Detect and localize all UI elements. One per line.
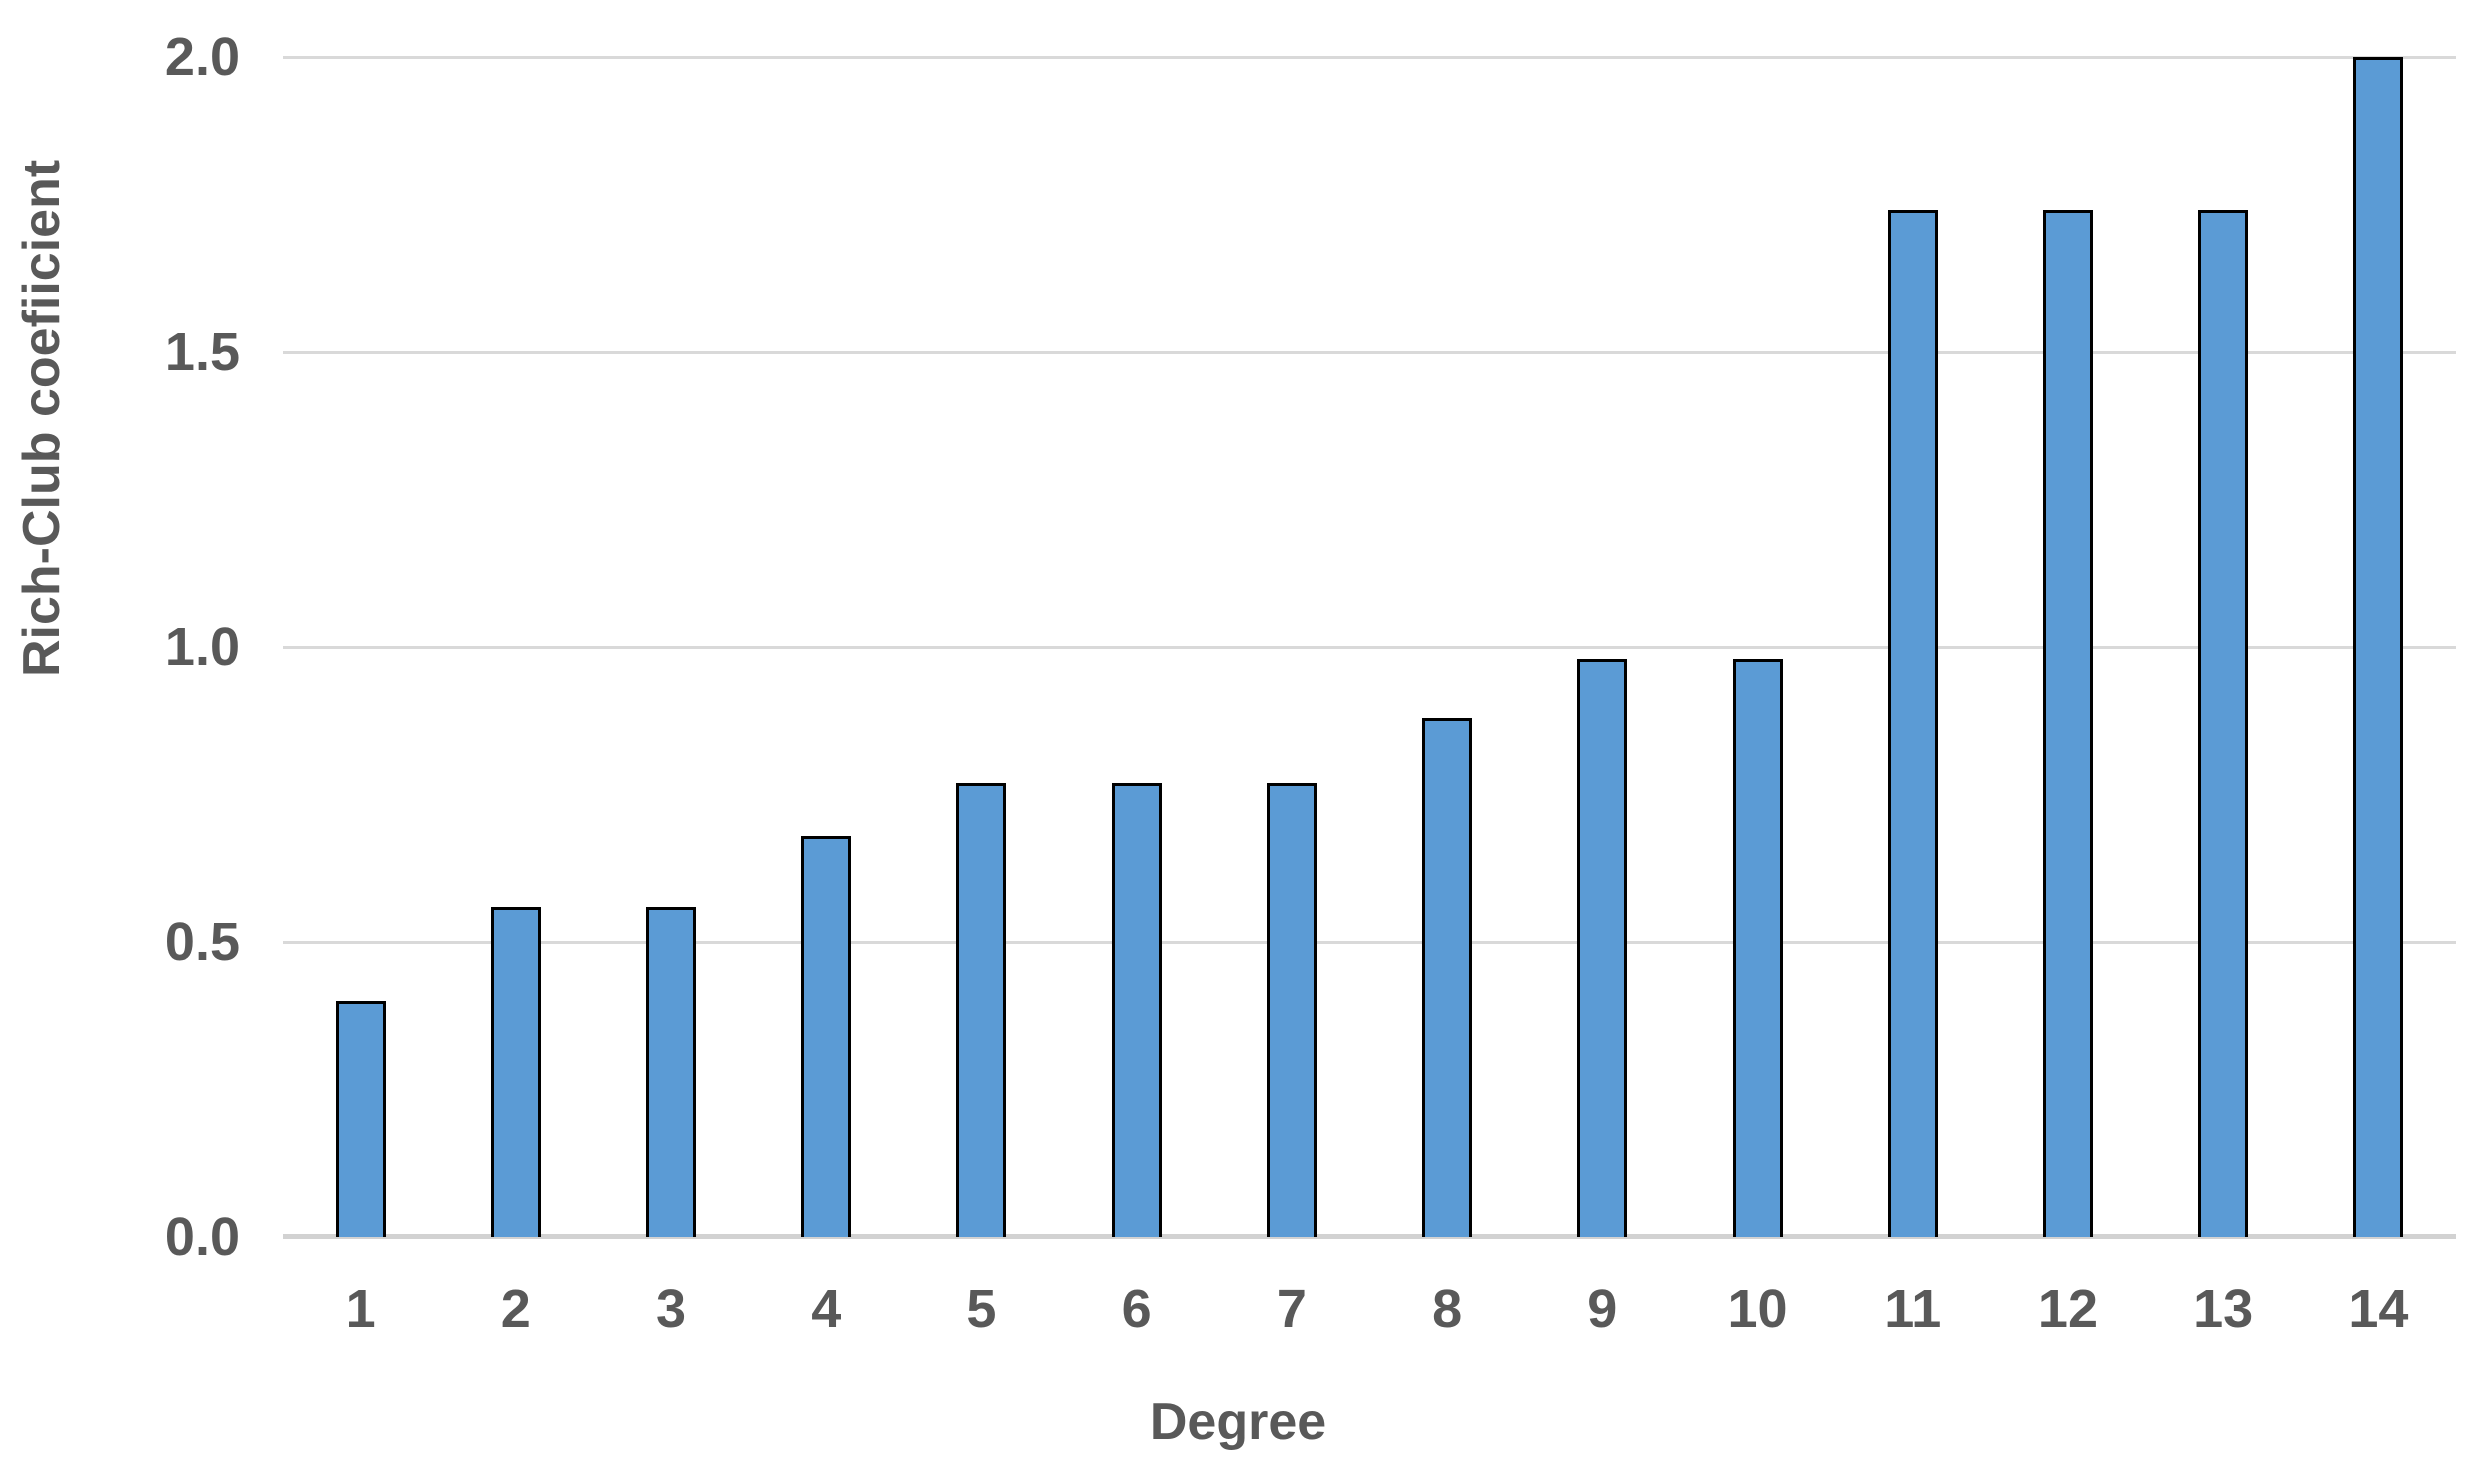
- x-tick-label: 10: [1727, 1279, 1788, 1339]
- bar: [2353, 57, 2404, 1237]
- x-axis-line: [283, 1234, 2456, 1239]
- bar: [2198, 210, 2249, 1237]
- bar: [1732, 658, 1783, 1237]
- bar: [646, 906, 697, 1237]
- y-tick-label: 0.5: [164, 912, 240, 972]
- bar: [1887, 210, 1938, 1237]
- x-tick-label: 2: [500, 1279, 531, 1339]
- y-tick-label: 1.5: [164, 322, 240, 382]
- bar: [1422, 717, 1473, 1237]
- bar: [956, 782, 1007, 1237]
- x-tick-label: 4: [811, 1279, 842, 1339]
- x-tick-label: 3: [656, 1279, 687, 1339]
- x-tick-label: 11: [1884, 1279, 1942, 1339]
- bar: [2042, 210, 2093, 1237]
- x-tick-label: 5: [966, 1279, 997, 1339]
- bar: [1111, 782, 1162, 1237]
- x-axis-title: Degree: [1149, 1393, 1327, 1451]
- x-tick-label: 8: [1432, 1279, 1463, 1339]
- gridline: [283, 55, 2456, 59]
- gridline: [283, 350, 2456, 354]
- gridline: [283, 645, 2456, 649]
- gridline: [283, 940, 2456, 944]
- x-tick-label: 13: [2193, 1279, 2254, 1339]
- x-tick-label: 1: [345, 1279, 376, 1339]
- x-tick-label: 7: [1276, 1279, 1307, 1339]
- bar: [1577, 658, 1628, 1237]
- x-tick-label: 14: [2348, 1279, 2409, 1339]
- y-tick-label: 1.0: [164, 617, 240, 677]
- y-tick-label: 0.0: [164, 1207, 240, 1267]
- plot-area: [283, 55, 2456, 1239]
- y-tick-label: 2.0: [164, 27, 240, 87]
- bar: [801, 835, 852, 1237]
- x-tick-label: 6: [1121, 1279, 1152, 1339]
- x-tick-label: 9: [1587, 1279, 1618, 1339]
- bar: [1266, 782, 1317, 1237]
- bar: [490, 906, 541, 1237]
- bar: [335, 1001, 386, 1237]
- x-tick-label: 12: [2037, 1279, 2098, 1339]
